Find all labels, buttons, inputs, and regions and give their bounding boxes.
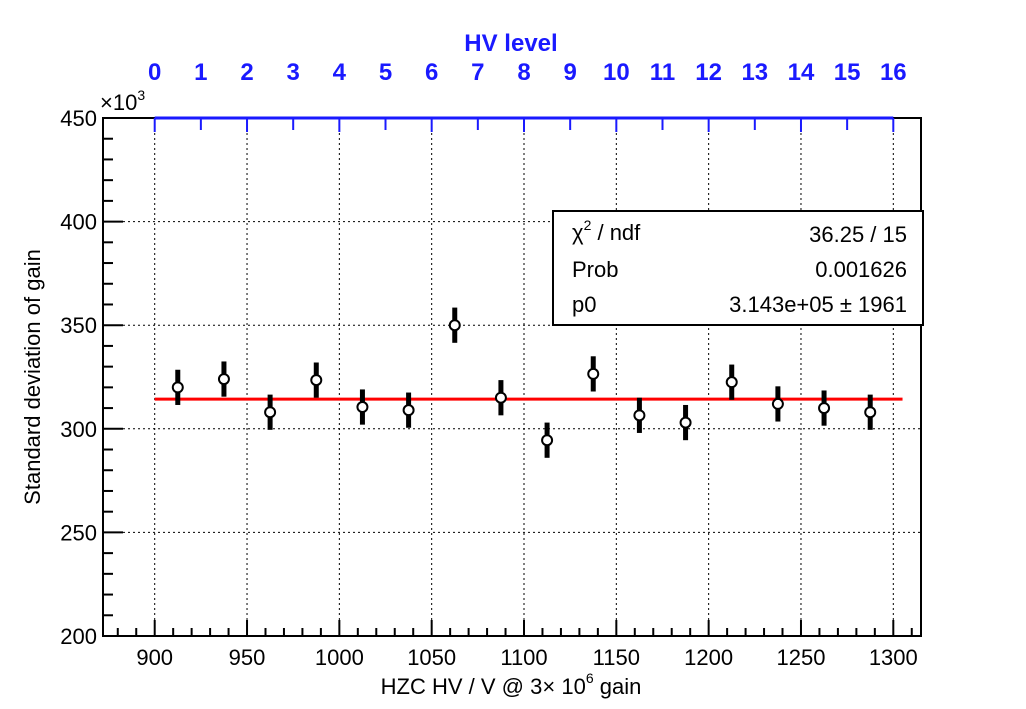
top-axis-label: 4 — [333, 59, 347, 86]
top-axis-label: 14 — [788, 59, 815, 86]
data-points — [171, 307, 877, 458]
data-point — [264, 406, 277, 419]
data-point — [864, 406, 877, 419]
stats-value-prob: 0.001626 — [815, 257, 907, 282]
x-title-main: HZC HV / V @ 3 — [381, 674, 543, 699]
x-title-exp: 6 — [586, 670, 594, 686]
top-axis-label: 16 — [880, 59, 907, 86]
y-tick-label: 350 — [60, 313, 97, 338]
x-tick-label: 1000 — [315, 645, 364, 670]
top-axis-label: 15 — [834, 59, 861, 86]
data-point — [633, 409, 646, 422]
y-axis-title: Standard deviation of gain — [20, 249, 45, 505]
top-axis-label: 6 — [425, 59, 438, 86]
y-multiplier-exp: 3 — [137, 87, 145, 103]
stats-box-frame — [552, 210, 924, 326]
data-point — [217, 373, 230, 386]
x-tick-label: 1300 — [869, 645, 918, 670]
chi-tail: / ndf — [591, 220, 641, 245]
top-axis-label: 0 — [148, 59, 161, 86]
top-axis-label: 13 — [741, 59, 768, 86]
chi-symbol: χ — [572, 220, 584, 245]
y-tick-label: 400 — [60, 210, 97, 235]
data-point — [310, 374, 323, 387]
stats-label-prob: Prob — [572, 257, 618, 282]
top-axis-label: 7 — [471, 59, 484, 86]
x-tick-label: 1200 — [684, 645, 733, 670]
stats-label-p0: p0 — [572, 292, 596, 317]
top-axis-label: 5 — [379, 59, 392, 86]
top-axis-label: 9 — [563, 59, 576, 86]
data-point — [356, 401, 369, 414]
data-point — [171, 381, 184, 394]
x-tick-label: 1100 — [500, 645, 547, 670]
data-point — [494, 391, 507, 404]
stats-box: χ2 / ndf 36.25 / 15 Prob 0.001626 p0 3.1… — [552, 210, 924, 326]
y-multiplier-base: ×10 — [100, 90, 137, 115]
data-point — [587, 367, 600, 380]
stats-value-chi2: 36.25 / 15 — [809, 222, 907, 247]
top-axis-label: 3 — [287, 59, 300, 86]
data-point — [818, 402, 831, 415]
data-point — [448, 319, 461, 332]
data-point — [402, 404, 415, 417]
x-tick-label: 1250 — [777, 645, 826, 670]
top-axis-label: 10 — [603, 59, 630, 86]
top-axis-label: 12 — [695, 59, 722, 86]
top-axis-label: 11 — [650, 59, 675, 86]
x-tick-label: 1150 — [593, 645, 640, 670]
y-tick-label: 450 — [60, 106, 97, 131]
top-axis-label: 8 — [517, 59, 530, 86]
data-point — [541, 434, 554, 447]
y-tick-label: 300 — [60, 417, 97, 442]
top-axis-label: 2 — [240, 59, 253, 86]
data-point — [725, 376, 738, 389]
stats-value-p0: 3.143e+05 ± 1961 — [729, 292, 907, 317]
y-axis-multiplier: ×103 — [100, 87, 145, 115]
chi-exp: 2 — [584, 217, 592, 233]
x-tick-label: 1050 — [407, 645, 456, 670]
data-point — [679, 416, 692, 429]
y-tick-label: 200 — [60, 624, 97, 649]
axes: 900 950 1000 1050 1100 1150 1200 1250 1300200250… — [60, 59, 917, 670]
top-axis-label: 1 — [194, 59, 207, 86]
data-point — [771, 397, 784, 410]
top-axis-title: HV level — [464, 30, 557, 57]
stats-label-chi2: χ2 / ndf — [572, 217, 641, 245]
x-tick-label: 950 — [229, 645, 266, 670]
y-tick-label: 250 — [60, 520, 97, 545]
x-title-mid: × 10 — [542, 674, 585, 699]
x-title-tail: gain — [594, 674, 642, 699]
x-tick-label: 900 — [136, 645, 173, 670]
x-axis-title: HZC HV / V @ 3× 106 gain — [381, 670, 642, 699]
